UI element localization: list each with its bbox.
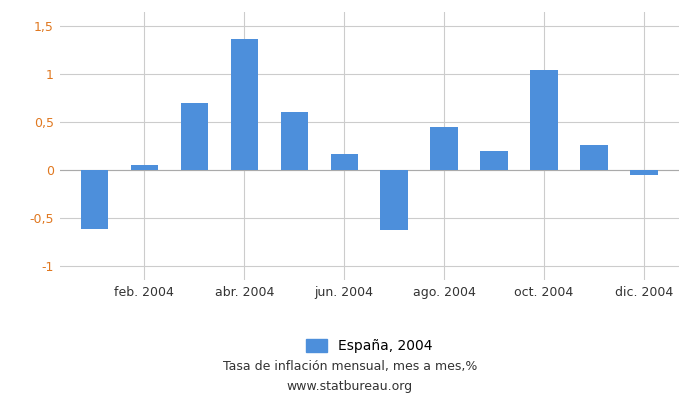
- Bar: [131, 165, 158, 170]
- Legend: España, 2004: España, 2004: [299, 332, 440, 360]
- Bar: [381, 170, 408, 230]
- Bar: [630, 170, 658, 175]
- Bar: [580, 145, 608, 170]
- Bar: [181, 103, 208, 170]
- Text: Tasa de inflación mensual, mes a mes,%: Tasa de inflación mensual, mes a mes,%: [223, 360, 477, 373]
- Text: www.statbureau.org: www.statbureau.org: [287, 380, 413, 393]
- Bar: [330, 154, 358, 170]
- Bar: [80, 170, 108, 229]
- Bar: [281, 112, 308, 170]
- Bar: [480, 151, 508, 170]
- Bar: [430, 127, 458, 170]
- Bar: [531, 70, 558, 170]
- Bar: [230, 39, 258, 170]
